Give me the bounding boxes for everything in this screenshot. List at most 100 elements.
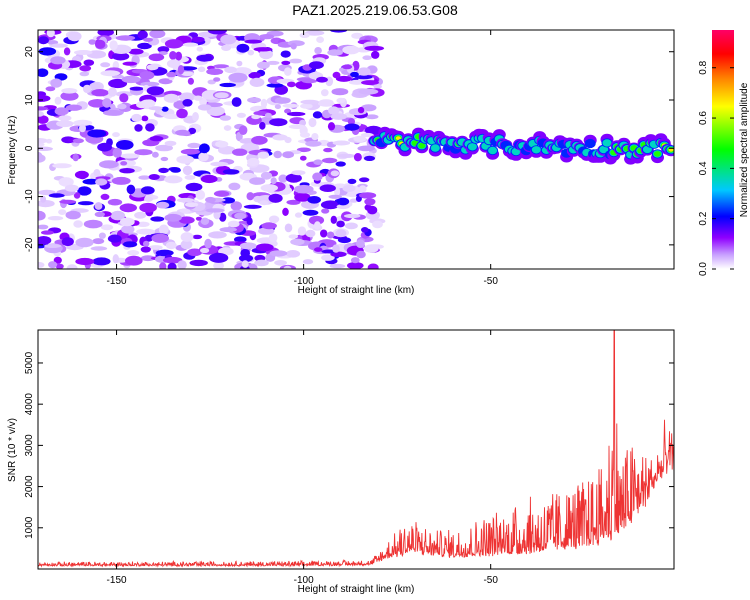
spectrogram-cell <box>372 220 383 229</box>
spectrogram-cell <box>166 59 181 68</box>
spectrogram-cell <box>119 93 129 103</box>
spectrogram-cell <box>234 212 247 220</box>
spectrogram-cell <box>155 144 174 152</box>
spectrogram-cell <box>175 129 190 136</box>
spectrogram-cell <box>342 45 360 55</box>
page-title: PAZ1.2025.219.06.53.G08 <box>292 2 458 18</box>
spectrogram-cell <box>302 209 319 216</box>
spectrogram-cell <box>139 71 155 80</box>
spectrogram-cell <box>236 60 243 67</box>
spectrogram-cell <box>327 49 343 56</box>
spectrogram-cell <box>356 250 366 259</box>
spectrogram-cell <box>192 234 203 240</box>
spectrogram-cell <box>395 136 401 141</box>
y-tick-label: -20 <box>24 237 35 252</box>
x-tick-label: -150 <box>107 575 127 586</box>
spectrogram-cell <box>145 123 155 132</box>
spectrogram-cell <box>364 198 376 206</box>
spectrogram-cell <box>331 88 349 96</box>
spectrogram-cell <box>316 76 328 83</box>
spectrogram-cell <box>59 199 77 204</box>
spectrogram-cell <box>228 182 241 191</box>
spectrogram-cell <box>363 155 376 161</box>
spectrogram-cell <box>294 192 311 202</box>
spectrogram-cell <box>213 77 221 82</box>
spectrogram-cell <box>357 145 376 152</box>
spectrogram-cell <box>167 262 177 269</box>
spectrogram-cell <box>139 202 157 213</box>
spectrogram-cell <box>299 32 310 38</box>
spectrogram-cell <box>38 236 52 245</box>
spectrogram-cell <box>312 111 323 119</box>
spectrogram-cell <box>163 113 181 120</box>
spectrogram-cell <box>38 36 49 45</box>
spectrogram-cell <box>148 106 163 111</box>
spectrogram-cell <box>195 216 202 221</box>
spectrogram-cell <box>228 72 248 83</box>
spectrogram-cell <box>335 229 347 238</box>
spectrogram-cell <box>38 146 53 151</box>
spectrogram-cell <box>246 192 255 201</box>
spectrogram-cell <box>268 215 280 224</box>
colorbar-tick-label: 0.0 <box>698 262 709 276</box>
spectrogram-cell <box>65 210 81 220</box>
spectrogram-cell <box>185 182 203 192</box>
spectrogram-cell <box>180 148 200 155</box>
spectrogram-cell <box>107 234 122 243</box>
spectrogram-cell <box>169 51 177 60</box>
x-tick-label: -100 <box>294 276 314 287</box>
colorbar-tick-label: 0.8 <box>698 60 709 74</box>
spectrogram-cell <box>138 175 151 180</box>
spectrogram-cell <box>219 227 237 233</box>
spectrogram-cell <box>219 82 236 88</box>
spectrogram-cell <box>213 261 225 269</box>
spectrogram-cell <box>254 259 269 267</box>
spectrogram-cell <box>274 260 287 266</box>
spectrogram-cell <box>294 212 303 218</box>
spectrogram-cell <box>151 233 169 243</box>
spectrogram-cell <box>214 92 229 99</box>
spectrogram-cell <box>364 45 385 51</box>
spectrogram-cell <box>157 46 170 53</box>
spectrogram-cell <box>281 60 291 65</box>
spectrogram-cell <box>358 185 367 193</box>
spectrogram-cell <box>289 58 303 64</box>
spectrogram-cell <box>337 237 352 244</box>
spectrogram-cell <box>205 208 225 213</box>
spectrogram-cell <box>297 226 307 236</box>
spectrogram-cell <box>164 213 182 222</box>
spectrogram-cell <box>129 86 144 91</box>
spectrogram-cell <box>38 138 48 144</box>
spectrogram-cell <box>182 99 193 107</box>
spectrogram-cell <box>60 91 79 101</box>
spectrogram-cell <box>285 250 301 258</box>
spectrogram-cell <box>206 68 224 75</box>
spectrogram-cell <box>418 142 426 149</box>
spectrogram-cell <box>247 97 262 103</box>
spectrogram-cell <box>356 239 365 249</box>
spectrogram-cell <box>38 47 57 56</box>
spectrogram-cell <box>213 190 230 197</box>
spectrogram-cell <box>123 241 138 248</box>
spectrogram-cell <box>200 174 218 184</box>
spectrogram-cell <box>152 151 159 158</box>
spectrogram-cell <box>178 92 196 102</box>
spectrogram-cell <box>257 151 270 159</box>
spectrogram-cell <box>330 30 348 33</box>
spectrogram-cell <box>308 117 317 128</box>
snr-series-line <box>38 330 674 568</box>
spectrogram-cell <box>353 153 362 162</box>
spectrogram-cell <box>348 108 367 116</box>
spectrogram-cell <box>116 140 134 150</box>
spectrogram-cell <box>305 229 316 238</box>
spectrogram-cell <box>176 197 195 203</box>
spectrogram-cell <box>280 50 291 58</box>
spectrogram-cell <box>208 231 227 239</box>
y-tick-label: 0 <box>24 145 35 151</box>
spectrogram-cell <box>79 65 92 72</box>
spectrogram-cell <box>148 53 165 62</box>
spectrogram-cell <box>204 238 212 249</box>
spectrogram-cell <box>224 66 238 74</box>
spectrogram-cell <box>308 215 325 225</box>
